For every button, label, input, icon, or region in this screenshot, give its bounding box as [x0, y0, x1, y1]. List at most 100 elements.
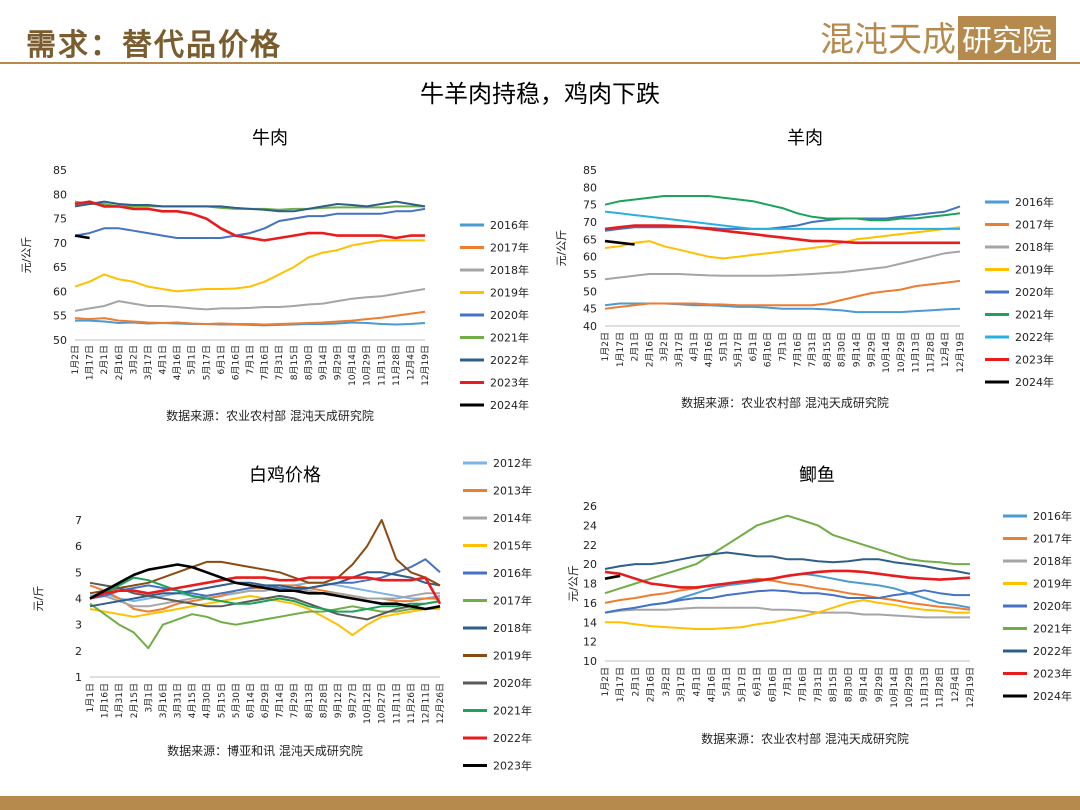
x-tick-label: 2月1日 [99, 345, 110, 374]
legend-label: 2018年 [490, 263, 529, 277]
x-tick-label: 9月29日 [333, 345, 344, 380]
x-tick-label: 8月30日 [837, 332, 848, 367]
legend-label: 2018年 [1015, 240, 1054, 254]
x-tick-label: 1月2日 [600, 332, 611, 361]
x-tick-label: 1月31日 [114, 683, 125, 718]
x-tick-label: 4月30日 [202, 683, 213, 718]
x-tick-label: 7月31日 [274, 345, 285, 380]
x-tick-label: 11月28日 [391, 345, 402, 386]
series-line [604, 195, 961, 222]
legend-label: 2015年 [493, 539, 532, 553]
y-tick-label: 85 [53, 164, 67, 177]
x-tick-label: 8月15日 [289, 345, 300, 380]
y-tick-label: 6 [75, 540, 82, 553]
x-tick-label: 5月1日 [718, 332, 729, 361]
legend-label: 2016年 [1015, 195, 1054, 209]
y-tick-label: 65 [53, 261, 67, 274]
x-tick-label: 2月1日 [630, 667, 641, 696]
y-tick-label: 5 [75, 566, 82, 579]
x-tick-label: 5月17日 [201, 345, 212, 380]
chart-crucian: 鲫鱼 10 12 14 16 18 20 22 24 26 元/公斤 1月2日 1月17日 2月1日 2月1… [567, 465, 1072, 746]
headline: 牛羊肉持稳，鸡肉下跌 [420, 80, 660, 108]
chart-beef: 牛肉 50 55 60 65 70 75 80 85 元/公斤 1月2日 1月17日 2月1日 2月16日… [20, 128, 529, 423]
legend-label: 2021年 [1033, 622, 1072, 636]
y-tick-label: 65 [583, 233, 597, 246]
series-line [89, 563, 441, 611]
y-tick-label: 50 [53, 334, 67, 347]
x-tick-label: 2月16日 [646, 667, 657, 702]
y-tick-label: 85 [583, 164, 597, 177]
chart-white-chicken: 白鸡价格 1 2 3 4 5 6 7 元/斤 1月1日 1月16日 1月31日 2月15日 3月1日 3月1… [32, 456, 532, 773]
source-note: 数据来源：博亚和讯 混沌天成研究院 [167, 743, 363, 758]
y-axis-label: 元/公斤 [20, 237, 33, 274]
x-tick-label: 4月1日 [689, 332, 700, 361]
series-line [604, 574, 621, 580]
x-tick-label: 12月19日 [965, 667, 976, 708]
x-tick-label: 9月27日 [348, 683, 359, 718]
series-line [604, 224, 960, 245]
series-line [74, 200, 425, 242]
y-tick-label: 1 [75, 671, 82, 684]
x-tick-label: 10月29日 [904, 667, 915, 708]
brand-box: 研究院 [958, 16, 1056, 60]
legend-label: 2023年 [1033, 667, 1072, 681]
series-line [74, 234, 90, 240]
x-tick-label: 8月30日 [303, 345, 314, 380]
x-tick-label: 9月12日 [333, 683, 344, 718]
legend-label: 2018年 [1033, 554, 1072, 568]
x-tick-label: 4月15日 [187, 683, 198, 718]
footer-bar [0, 796, 1080, 810]
x-tick-label: 7月31日 [813, 667, 824, 702]
x-tick-label: 9月14日 [318, 345, 329, 380]
x-tick-label: 9月29日 [874, 667, 885, 702]
brand-name: 混沌天成 [820, 20, 956, 60]
x-tick-label: 7月31日 [807, 332, 818, 367]
y-tick-label: 45 [583, 303, 597, 316]
x-tick-label: 12月19日 [955, 332, 966, 373]
legend-label: 2022年 [1015, 330, 1054, 344]
x-tick-label: 6月16日 [767, 667, 778, 702]
x-tick-label: 11月11日 [391, 683, 402, 724]
x-tick-label: 3月2日 [128, 345, 139, 374]
x-tick-label: 7月29日 [289, 683, 300, 718]
series-line [604, 239, 635, 246]
x-tick-label: 5月17日 [733, 332, 744, 367]
x-tick-label: 5月1日 [722, 667, 733, 696]
y-tick-label: 26 [583, 500, 597, 513]
y-tick-label: 55 [53, 310, 67, 323]
y-axis-label: 元/公斤 [555, 230, 568, 267]
series-line [89, 581, 441, 621]
series-line [89, 519, 441, 595]
y-tick-label: 60 [53, 285, 67, 298]
legend-label: 2017年 [1015, 218, 1054, 232]
x-tick-label: 2月1日 [630, 332, 641, 361]
legend-label: 2014年 [493, 511, 532, 525]
x-tick-label: 4月1日 [691, 667, 702, 696]
x-tick-label: 3月17日 [674, 332, 685, 367]
legend-label: 2024年 [1033, 689, 1072, 703]
legend-label: 2023年 [490, 376, 529, 390]
x-tick-label: 7月1日 [783, 667, 794, 696]
x-tick-label: 10月14日 [889, 667, 900, 708]
x-tick-label: 1月17日 [85, 345, 96, 380]
series-line [89, 576, 442, 605]
x-tick-label: 3月2日 [659, 332, 670, 361]
x-tick-label: 6月29日 [260, 683, 271, 718]
x-tick-label: 8月28日 [318, 683, 329, 718]
y-tick-label: 4 [75, 593, 82, 606]
y-tick-label: 60 [583, 251, 597, 264]
legend-label: 2024年 [490, 398, 529, 412]
legend-label: 2019年 [1015, 263, 1054, 277]
legend-label: 2020年 [490, 308, 529, 322]
x-tick-label: 6月1日 [748, 332, 759, 361]
series-line [604, 250, 961, 281]
legend-label: 2024年 [1015, 375, 1054, 389]
series-line [74, 207, 426, 239]
y-tick-label: 3 [75, 619, 82, 632]
x-tick-label: 11月28日 [935, 667, 946, 708]
series-line [74, 200, 426, 213]
brand-logo: 混沌天成 研究院 [820, 12, 1056, 61]
x-tick-label: 12月4日 [940, 332, 951, 367]
chart-title: 羊肉 [787, 128, 823, 149]
